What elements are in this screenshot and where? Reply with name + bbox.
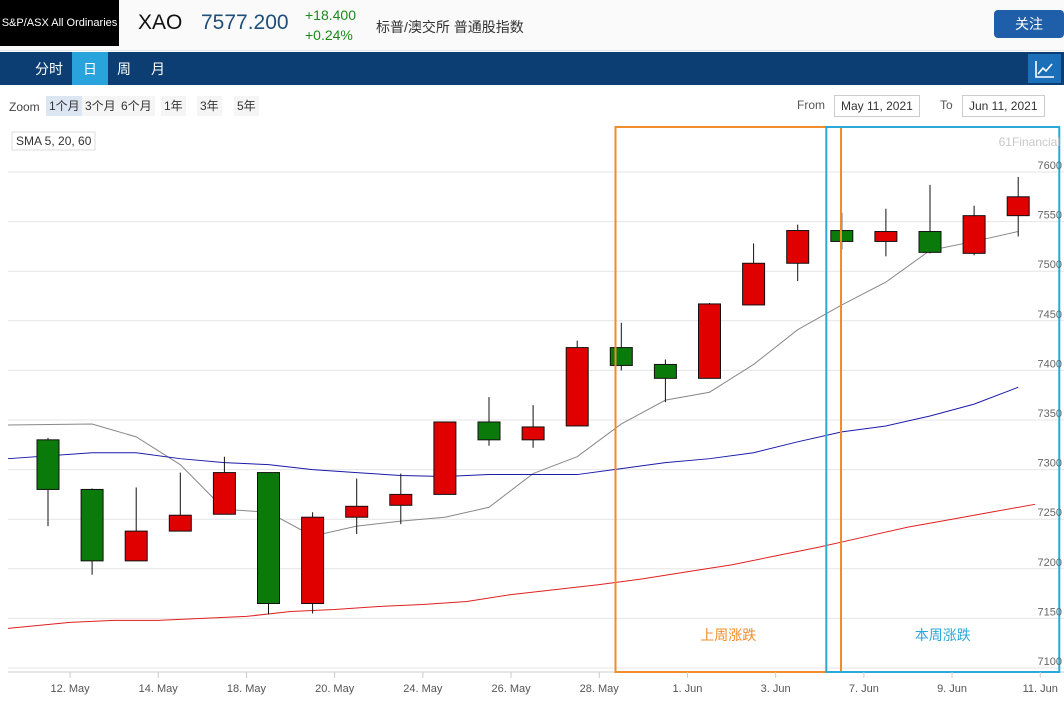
y-tick-label: 7150 xyxy=(1038,606,1062,618)
price: 7577.200 xyxy=(201,11,289,34)
x-tick-label: 9. Jun xyxy=(937,683,967,695)
legend: SMA 5, 20, 60 xyxy=(16,134,92,148)
candle-body xyxy=(786,230,810,264)
x-axis: 12. May 14. May 18. May 20. May 24. May 26. M… xyxy=(50,672,1058,695)
annotation-label: 本周涨跌 xyxy=(915,628,971,644)
price-change: +18.400 +0.24% xyxy=(305,5,356,45)
x-tick-label: 1. Jun xyxy=(672,683,702,695)
sma-line xyxy=(7,503,1036,629)
watermark: 61Financial xyxy=(999,135,1060,149)
x-tick-label: 24. May xyxy=(403,683,443,695)
x-tick-label: 14. May xyxy=(139,683,179,695)
zoom-5y-button[interactable]: 5年 xyxy=(234,96,259,116)
period-tabs: 分时 日 周 月 xyxy=(0,52,1064,85)
candlestick-chart: 上周涨跌 本周涨跌 7100 7150 7200 7250 7300 7350 7400 745… xyxy=(7,126,1064,695)
y-tick-label: 7250 xyxy=(1038,507,1062,519)
from-date-input[interactable]: May 11, 2021 xyxy=(834,95,920,117)
zoom-6m-button[interactable]: 6个月 xyxy=(118,96,155,116)
candle-body xyxy=(168,514,192,532)
sma-lines xyxy=(7,231,1036,629)
y-tick-label: 7550 xyxy=(1038,210,1062,222)
candle-body xyxy=(874,231,898,242)
y-tick-label: 7500 xyxy=(1038,259,1062,271)
symbol: XAO xyxy=(138,11,183,34)
candle-body xyxy=(212,472,236,515)
x-tick-label: 12. May xyxy=(50,683,90,695)
x-tick-label: 3. Jun xyxy=(761,683,791,695)
candles xyxy=(36,176,1030,615)
zoom-1y-button[interactable]: 1年 xyxy=(161,96,186,116)
zoom-3y-button[interactable]: 3年 xyxy=(197,96,222,116)
to-label: To xyxy=(940,98,953,112)
candle-body xyxy=(962,215,986,254)
candle-body xyxy=(609,347,633,366)
x-tick-label: 7. Jun xyxy=(849,683,879,695)
tab-monthly[interactable]: 月 xyxy=(151,61,165,77)
tab-weekly[interactable]: 周 xyxy=(117,61,131,77)
candle-body xyxy=(1006,196,1030,217)
index-logo: S&P/ASX All Ordinaries xyxy=(0,0,119,46)
grid xyxy=(8,171,1064,673)
candle-body xyxy=(918,231,942,253)
x-tick-label: 20. May xyxy=(315,683,355,695)
x-tick-label: 18. May xyxy=(227,683,267,695)
x-tick-label: 28. May xyxy=(580,683,620,695)
y-tick-label: 7350 xyxy=(1038,408,1062,420)
y-axis: 7100 7150 7200 7250 7300 7350 7400 7450 7500 7550… xyxy=(1038,160,1062,668)
y-tick-label: 7300 xyxy=(1038,458,1062,470)
y-tick-label: 7400 xyxy=(1038,358,1062,370)
follow-button[interactable]: 关注 xyxy=(994,10,1064,38)
to-date-input[interactable]: Jun 11, 2021 xyxy=(962,95,1045,117)
candle-body xyxy=(742,262,766,306)
legend-box xyxy=(11,131,96,151)
x-tick-label: 26. May xyxy=(491,683,531,695)
line-chart-icon[interactable] xyxy=(1028,54,1061,83)
change-value: +18.400 xyxy=(305,7,356,23)
candle-body xyxy=(124,530,148,562)
x-tick-label: 11. Jun xyxy=(1023,683,1058,695)
y-tick-label: 7200 xyxy=(1038,557,1062,569)
annotations: 上周涨跌 本周涨跌 xyxy=(614,126,1061,673)
annotation-box xyxy=(614,126,842,673)
annotation-box xyxy=(825,126,1061,673)
candle-body xyxy=(653,363,677,379)
zoom-label: Zoom xyxy=(9,100,40,114)
sma-line xyxy=(7,231,1019,537)
candle-body xyxy=(477,421,501,441)
y-tick-label: 7100 xyxy=(1038,656,1062,668)
index-chinese-name: 标普/澳交所 普通股指数 xyxy=(376,19,524,35)
y-tick-label: 7450 xyxy=(1038,309,1062,321)
candle-body xyxy=(301,516,325,605)
candle-body xyxy=(389,493,413,506)
zoom-toolbar: Zoom 1个月 3个月 6个月 1年 3年 5年 From May 11, 2… xyxy=(0,92,1064,120)
tab-intraday[interactable]: 分时 xyxy=(35,61,63,77)
candle-body xyxy=(698,303,721,379)
from-label: From xyxy=(797,98,825,112)
candle-body xyxy=(80,488,104,562)
sma-line xyxy=(7,386,1019,478)
zoom-1m-button[interactable]: 1个月 xyxy=(46,96,83,116)
y-tick-label: 7600 xyxy=(1038,160,1062,172)
candle-body xyxy=(345,505,369,518)
annotation-label: 上周涨跌 xyxy=(700,628,756,644)
zoom-3m-button[interactable]: 3个月 xyxy=(82,96,119,116)
candle-body xyxy=(257,472,280,605)
tab-daily[interactable]: 日 xyxy=(72,52,108,85)
candle-body xyxy=(521,426,545,441)
header: S&P/ASX All Ordinaries XAO 7577.200 +18.… xyxy=(0,0,1064,51)
change-percent: +0.24% xyxy=(305,27,353,43)
candle-body xyxy=(565,347,589,427)
candle-body xyxy=(36,439,60,490)
candle-body xyxy=(433,421,457,495)
